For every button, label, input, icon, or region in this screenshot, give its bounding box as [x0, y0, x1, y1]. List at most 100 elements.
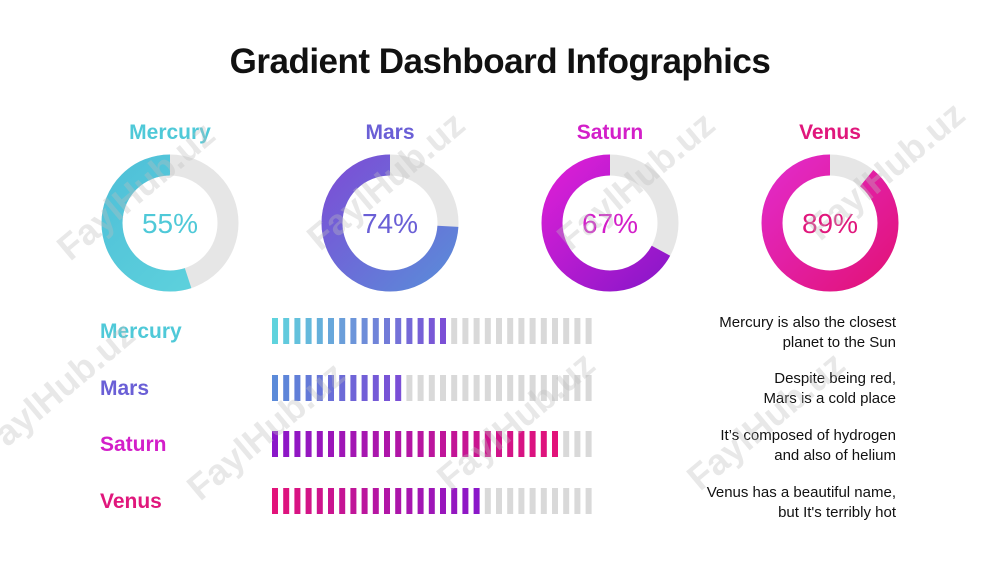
bar-segment-filled: [395, 431, 402, 457]
bar-segment-filled: [384, 431, 390, 457]
donut-value-label: 89%: [802, 208, 858, 239]
bar-segment-filled: [372, 431, 379, 457]
bar-segment-filled: [473, 488, 480, 514]
description-line: Despite being red,: [774, 370, 896, 387]
bar-segment-empty: [574, 375, 581, 401]
bar-segment-filled: [552, 431, 558, 457]
bar-segment-empty: [484, 318, 491, 344]
description-line: Mars is a cold place: [763, 390, 896, 407]
bar-segment-filled: [417, 431, 424, 457]
bar-segment-filled: [328, 488, 334, 514]
bar-segment-filled: [395, 318, 402, 344]
bar-segment-empty: [552, 488, 558, 514]
bar-segment-filled: [417, 318, 424, 344]
bar-segment-filled: [428, 488, 435, 514]
bar-label: Mercury: [100, 320, 182, 343]
bar-segment-empty: [540, 375, 547, 401]
bar-segment-filled: [339, 431, 346, 457]
bar-segment-filled: [417, 488, 424, 514]
bar-label: Venus: [100, 490, 162, 513]
description-line: Mercury is also the closest: [719, 314, 896, 331]
bar-row-saturn: Saturn: [100, 430, 620, 460]
bar-segment-filled: [272, 488, 278, 514]
bar-segment-empty: [451, 375, 458, 401]
watermark: FaylHub.uz: [678, 343, 853, 499]
donut-chart: 55%: [101, 154, 239, 292]
bar-segment-empty: [585, 431, 592, 457]
description-saturn: It’s composed of hydrogen and also of he…: [636, 426, 896, 466]
donut-label: Saturn: [576, 121, 644, 144]
bar-segment-filled: [406, 488, 413, 514]
bar-segment-empty: [518, 488, 525, 514]
bar-segment-filled: [294, 488, 301, 514]
bar-segment-filled: [305, 431, 312, 457]
description-line: It’s composed of hydrogen: [720, 427, 896, 444]
bar-segment-filled: [316, 431, 323, 457]
bar-segment-filled: [473, 431, 480, 457]
donut-chart: 89%: [761, 154, 899, 292]
bar-segment-filled: [451, 431, 458, 457]
bar-segment-empty: [563, 375, 570, 401]
bar-segment-filled: [316, 375, 323, 401]
bar-segment-filled: [350, 488, 357, 514]
donut-value-arc: [321, 154, 459, 292]
bar-segment-empty: [518, 318, 525, 344]
bar-segment-filled: [384, 488, 390, 514]
donut-value-label: 74%: [362, 208, 418, 239]
bar-segment-empty: [585, 318, 592, 344]
bar-segment-empty: [574, 488, 581, 514]
bar-row-mars: Mars: [100, 374, 620, 404]
bar-segment-filled: [361, 431, 368, 457]
donut-chart: 74%: [321, 154, 459, 292]
donut-mercury: Mercury 55%: [95, 119, 245, 293]
bar-segment-filled: [328, 431, 334, 457]
bar-row-venus: Venus: [100, 487, 620, 517]
bar-segment-empty: [473, 318, 480, 344]
bar-segment-filled: [283, 431, 290, 457]
bar-segment-empty: [496, 488, 502, 514]
bar-segment-empty: [462, 375, 469, 401]
donut-chart: 67%: [541, 154, 679, 292]
bar-segment-filled: [440, 318, 446, 344]
bar-row-mercury: Mercury: [100, 317, 620, 347]
bar-segment-filled: [305, 375, 312, 401]
bar-segment-filled: [406, 431, 413, 457]
bar-segment-empty: [529, 375, 536, 401]
description-venus: Venus has a beautiful name, but It's ter…: [636, 483, 896, 523]
bar-segment-empty: [552, 318, 558, 344]
bar-segment-filled: [428, 431, 435, 457]
description-line: Venus has a beautiful name,: [706, 484, 896, 501]
bar-segment-filled: [272, 431, 278, 457]
bar-segment-filled: [384, 375, 390, 401]
bar-segment-filled: [350, 318, 357, 344]
bar-segment-empty: [518, 375, 525, 401]
description-line: and also of helium: [774, 447, 896, 464]
donut-label: Mercury: [129, 121, 211, 144]
bar-segment-filled: [361, 375, 368, 401]
bar-segment-empty: [473, 375, 480, 401]
bar-segment-filled: [372, 488, 379, 514]
bar-segment-empty: [462, 318, 469, 344]
bar-segment-empty: [574, 431, 581, 457]
bar-segment-filled: [294, 318, 301, 344]
segmented-bar: [272, 318, 592, 344]
donut-label: Venus: [799, 121, 861, 144]
bar-segment-filled: [305, 318, 312, 344]
donut-value-arc: [541, 154, 679, 292]
bar-label: Mars: [100, 377, 150, 400]
bar-segment-filled: [406, 318, 413, 344]
bar-segment-filled: [529, 431, 536, 457]
description-mars: Despite being red, Mars is a cold place: [636, 369, 896, 409]
bar-segment-filled: [395, 375, 402, 401]
bar-segment-empty: [563, 488, 570, 514]
bar-segment-empty: [496, 318, 502, 344]
bar-segment-filled: [283, 488, 290, 514]
donut-mars: Mars 74%: [315, 119, 465, 293]
bar-segment-filled: [339, 375, 346, 401]
bar-segment-empty: [451, 318, 458, 344]
description-mercury: Mercury is also the closest planet to th…: [636, 313, 896, 353]
bar-segment-empty: [563, 318, 570, 344]
bar-segment-filled: [440, 431, 446, 457]
bar-segment-filled: [440, 488, 446, 514]
bar-segment-empty: [529, 488, 536, 514]
